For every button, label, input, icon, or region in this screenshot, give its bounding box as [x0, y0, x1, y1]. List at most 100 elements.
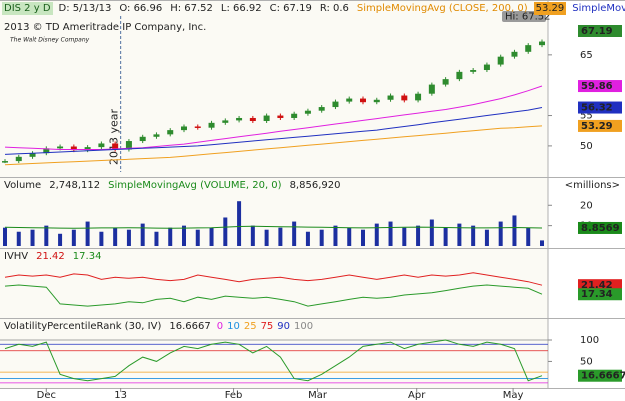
volume-bar — [292, 221, 297, 246]
value-tag-label: 56.32 — [581, 103, 613, 114]
volume-bar — [347, 227, 352, 246]
volume-bar — [85, 221, 90, 246]
candle — [139, 136, 146, 142]
value-tag — [578, 25, 622, 37]
candle — [483, 64, 490, 71]
value-tag-label: 8.8569 — [581, 223, 620, 234]
panel-header: VolatilityPercentileRank (30, IV) 16.6667… — [2, 320, 313, 333]
x-tick-label: Apr — [408, 390, 426, 401]
candle — [291, 113, 298, 118]
candle — [222, 120, 229, 123]
volume-bar — [429, 219, 434, 246]
panel-header: DIS 2 y D D: 5/13/13 O: 66.96 H: 67.52 L: 66… — [2, 2, 625, 15]
volume-bar — [16, 231, 21, 246]
volume-bar — [388, 221, 393, 246]
candle — [43, 148, 50, 154]
candle — [373, 99, 380, 103]
volume-bar — [30, 229, 35, 246]
indicator-line — [4, 284, 543, 307]
candle — [428, 84, 435, 94]
candle — [318, 107, 325, 111]
logo: The Walt Disney Company — [10, 37, 90, 44]
candle — [442, 79, 449, 85]
volume-bar — [278, 227, 283, 246]
header-field: Volume — [4, 180, 42, 191]
volume-bar — [3, 227, 7, 246]
candle — [277, 115, 284, 118]
header-field: R: 0.6 — [319, 3, 349, 14]
header-field: 8,856,920 — [289, 180, 341, 191]
candle — [153, 134, 160, 137]
volume-bar — [237, 201, 242, 246]
moving-average-line — [4, 125, 543, 166]
x-tick-label: Mar — [308, 390, 328, 401]
volume-bar — [223, 217, 228, 246]
candle — [112, 143, 119, 150]
candle — [456, 71, 463, 80]
volume-bar — [333, 225, 338, 246]
volume-bar — [484, 229, 489, 246]
header-field: IVHV — [4, 251, 29, 262]
value-tag — [578, 119, 622, 132]
volume-bar — [140, 223, 145, 246]
level-legend: 0 — [216, 321, 224, 332]
value-tag-label: 59.86 — [581, 81, 613, 92]
candle — [125, 141, 132, 150]
x-tick-label: 13 — [114, 390, 127, 401]
y-tick-label: 20 — [580, 200, 593, 211]
candle — [57, 146, 64, 149]
header-field: 17.34 — [72, 251, 102, 262]
y-tick-label: 65 — [580, 50, 593, 61]
candle — [387, 95, 394, 100]
plot-background — [0, 0, 548, 388]
candle — [249, 117, 256, 122]
candle — [263, 115, 270, 122]
header-field: SimpleMovingAvg (CLOSE, 200, 0) — [356, 3, 528, 14]
value-tag-label: 53.29 — [581, 121, 613, 132]
value-tag — [578, 369, 622, 382]
value-tag-label: 17.34 — [581, 289, 613, 300]
y-tick-label: 50 — [580, 141, 593, 152]
moving-average-line — [4, 107, 543, 155]
moving-average-line — [4, 85, 543, 150]
x-tick-label: Dec — [37, 390, 56, 401]
candle — [497, 56, 504, 65]
volume-bar — [540, 240, 544, 246]
volume-bar — [498, 221, 503, 246]
volume-bar — [443, 227, 448, 246]
candle — [304, 110, 311, 114]
candle — [2, 161, 8, 163]
volume-bar — [471, 225, 476, 246]
header-field: 16.6667 — [169, 321, 211, 332]
value-tag-label: 21.42 — [581, 280, 613, 291]
volume-bar — [264, 229, 269, 246]
volume-bar — [71, 229, 76, 246]
level-legend: 10 — [227, 321, 240, 332]
volume-bar — [195, 229, 200, 246]
panel-header: Volume 2,748,112 SimpleMovingAvg (VOLUME, … — [2, 179, 342, 192]
value-tag — [578, 80, 622, 93]
volume-bar — [305, 231, 310, 246]
candle — [29, 153, 36, 157]
header-field: VolatilityPercentileRank (30, IV) — [4, 321, 162, 332]
volume-bar — [416, 225, 421, 246]
candle — [98, 143, 105, 148]
candle — [194, 126, 201, 128]
volume-bar — [402, 227, 407, 246]
candle — [236, 117, 243, 121]
header-field: 53.29 — [533, 2, 567, 15]
volume-bar — [526, 227, 531, 246]
candle — [525, 45, 532, 52]
volume-bar — [154, 231, 159, 246]
volume-bar — [182, 225, 186, 246]
value-tag — [578, 101, 622, 114]
value-tag — [578, 221, 622, 234]
unit-label: <millions> — [565, 180, 620, 191]
value-tag — [578, 288, 622, 301]
year-label: 2013 year — [108, 108, 121, 165]
volume-bar — [113, 227, 118, 246]
header-field: L: 66.92 — [220, 3, 262, 14]
candle — [401, 95, 408, 101]
